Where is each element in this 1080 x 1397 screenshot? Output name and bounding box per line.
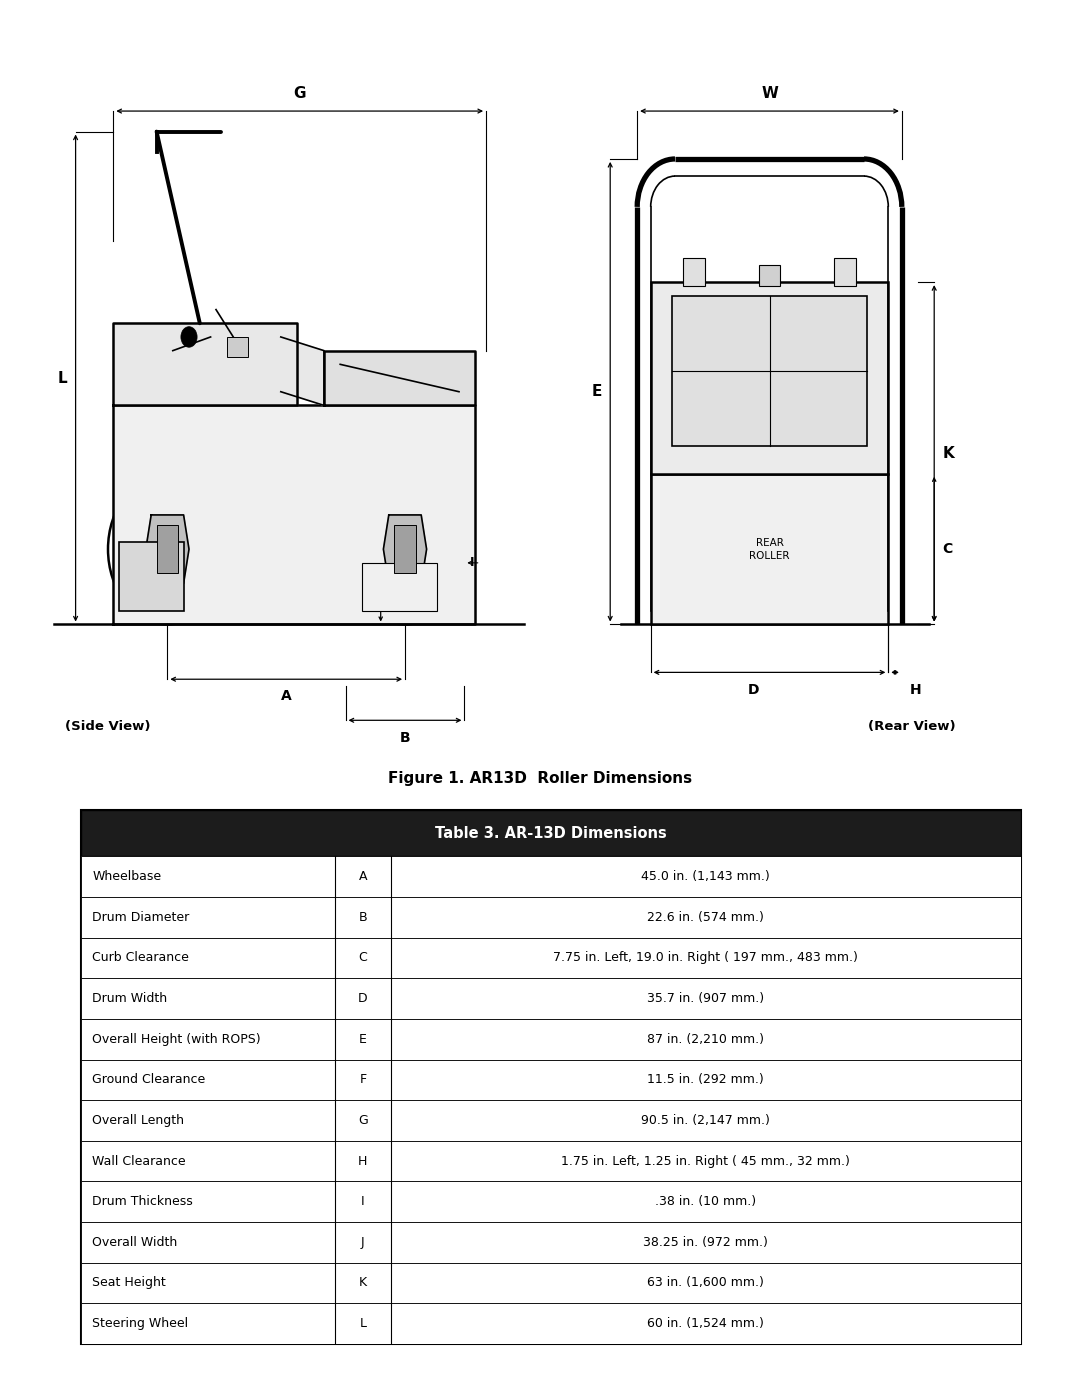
- Text: REAR
ROLLER: REAR ROLLER: [750, 538, 789, 560]
- Bar: [81, 1018, 1021, 1059]
- Bar: [81, 1303, 1021, 1344]
- Text: D: D: [359, 992, 367, 1004]
- Text: 45.0 in. (1,143 mm.): 45.0 in. (1,143 mm.): [642, 870, 770, 883]
- Bar: [81, 897, 1021, 937]
- Bar: [81, 1263, 1021, 1303]
- Bar: [81, 856, 1021, 897]
- Text: 60 in. (1,524 mm.): 60 in. (1,524 mm.): [647, 1317, 765, 1330]
- Text: G: G: [294, 85, 306, 101]
- Polygon shape: [281, 337, 324, 405]
- Bar: [650, 474, 889, 624]
- Polygon shape: [324, 351, 475, 405]
- Text: Wheelbase: Wheelbase: [92, 870, 161, 883]
- Text: AR13D RIDE-ON ROLLER — DIMENSIONS: AR13D RIDE-ON ROLLER — DIMENSIONS: [404, 22, 935, 47]
- Bar: [119, 542, 184, 610]
- Polygon shape: [383, 515, 427, 584]
- Text: Figure 1. AR13D  Roller Dimensions: Figure 1. AR13D Roller Dimensions: [388, 771, 692, 787]
- Bar: [362, 563, 437, 610]
- Text: Overall Width: Overall Width: [92, 1236, 177, 1249]
- Bar: [81, 978, 1021, 1018]
- Bar: [81, 1101, 1021, 1141]
- Text: 11.5 in. (292 mm.): 11.5 in. (292 mm.): [647, 1073, 765, 1087]
- Text: 1.75 in. Left, 1.25 in. Right ( 45 mm., 32 mm.): 1.75 in. Left, 1.25 in. Right ( 45 mm., …: [562, 1154, 850, 1168]
- Text: C: C: [942, 542, 953, 556]
- Text: G: G: [357, 1113, 368, 1127]
- Text: K: K: [359, 1277, 367, 1289]
- Text: 38.25 in. (972 mm.): 38.25 in. (972 mm.): [644, 1236, 768, 1249]
- Text: I: I: [361, 1196, 365, 1208]
- Text: Curb Clearance: Curb Clearance: [92, 951, 189, 964]
- Circle shape: [181, 327, 197, 348]
- Bar: [81, 1222, 1021, 1263]
- Bar: [81, 1059, 1021, 1101]
- Polygon shape: [113, 323, 297, 405]
- Bar: [157, 525, 178, 573]
- Text: Overall Length: Overall Length: [92, 1113, 185, 1127]
- Text: 63 in. (1,600 mm.): 63 in. (1,600 mm.): [647, 1277, 765, 1289]
- Text: A: A: [281, 690, 292, 704]
- Bar: [81, 1182, 1021, 1222]
- Text: D: D: [747, 683, 759, 697]
- Bar: [835, 258, 856, 285]
- Polygon shape: [146, 515, 189, 584]
- Text: 7.75 in. Left, 19.0 in. Right ( 197 mm., 483 mm.): 7.75 in. Left, 19.0 in. Right ( 197 mm.,…: [553, 951, 859, 964]
- Text: Wall Clearance: Wall Clearance: [92, 1154, 186, 1168]
- Text: E: E: [592, 384, 603, 400]
- Text: J: J: [361, 1236, 365, 1249]
- Text: A: A: [359, 870, 367, 883]
- Text: H: H: [910, 683, 921, 697]
- Text: B: B: [400, 731, 410, 745]
- Bar: [394, 525, 416, 573]
- Text: Overall Height (with ROPS): Overall Height (with ROPS): [92, 1032, 261, 1046]
- Text: 22.6 in. (574 mm.): 22.6 in. (574 mm.): [647, 911, 765, 923]
- Bar: [81, 937, 1021, 978]
- Text: K: K: [942, 446, 954, 461]
- Text: C: C: [359, 951, 367, 964]
- Text: Table 3. AR-13D Dimensions: Table 3. AR-13D Dimensions: [435, 826, 666, 841]
- Text: F: F: [389, 598, 397, 610]
- Text: .38 in. (10 mm.): .38 in. (10 mm.): [656, 1196, 756, 1208]
- Text: B: B: [359, 911, 367, 923]
- Text: L: L: [58, 370, 67, 386]
- Polygon shape: [113, 405, 475, 624]
- Text: (Side View): (Side View): [65, 721, 150, 733]
- Text: H: H: [359, 1154, 367, 1168]
- Text: 35.7 in. (907 mm.): 35.7 in. (907 mm.): [647, 992, 765, 1004]
- Text: L: L: [360, 1317, 366, 1330]
- Text: I: I: [470, 556, 474, 570]
- Text: Ground Clearance: Ground Clearance: [92, 1073, 205, 1087]
- Text: AR13D RIDE-ON TANDEM DRUM ROLLER — OPERATION & PARTS MANUAL — REV. #2  (09/15/11: AR13D RIDE-ON TANDEM DRUM ROLLER — OPERA…: [188, 1368, 892, 1380]
- Text: Drum Width: Drum Width: [92, 992, 167, 1004]
- Text: (Rear View): (Rear View): [868, 721, 956, 733]
- Text: E: E: [359, 1032, 367, 1046]
- Text: Seat Height: Seat Height: [92, 1277, 166, 1289]
- Bar: [672, 296, 867, 447]
- Text: 87 in. (2,210 mm.): 87 in. (2,210 mm.): [647, 1032, 765, 1046]
- Bar: [81, 810, 1021, 856]
- Bar: [227, 337, 248, 358]
- Text: F: F: [360, 1073, 366, 1087]
- Bar: [759, 265, 781, 285]
- Bar: [81, 1141, 1021, 1182]
- Text: 90.5 in. (2,147 mm.): 90.5 in. (2,147 mm.): [642, 1113, 770, 1127]
- Text: Steering Wheel: Steering Wheel: [92, 1317, 188, 1330]
- Text: W: W: [761, 85, 778, 101]
- Text: Drum Thickness: Drum Thickness: [92, 1196, 193, 1208]
- Text: Drum Diameter: Drum Diameter: [92, 911, 189, 923]
- Bar: [650, 282, 889, 474]
- Bar: [684, 258, 705, 285]
